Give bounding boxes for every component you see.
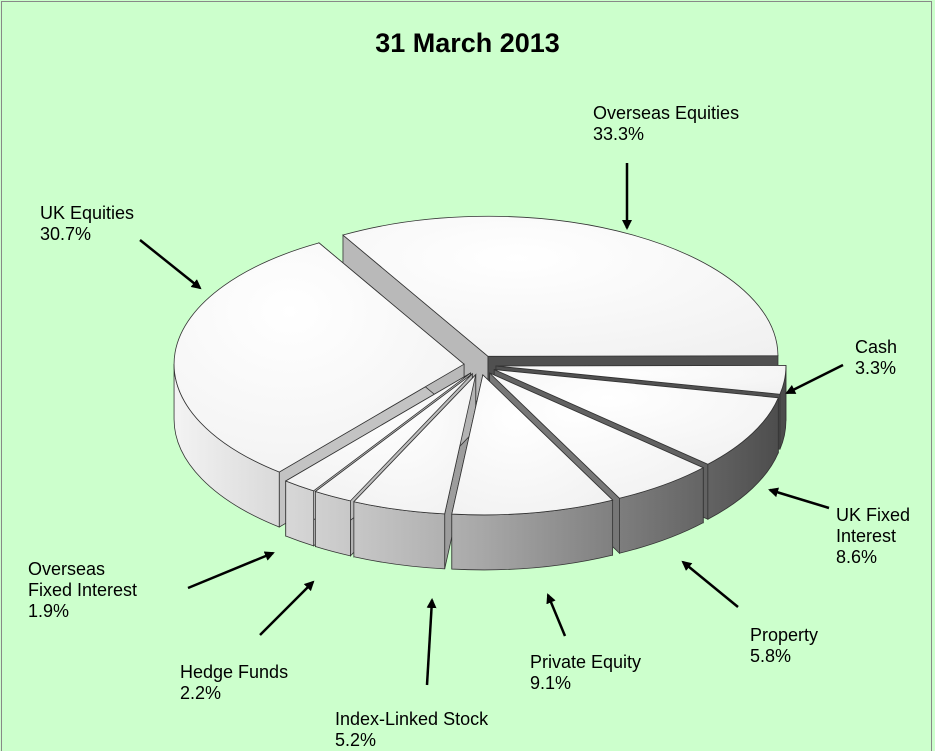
slice-value-label: 2.2% (180, 683, 222, 703)
label-arrow (259, 580, 315, 636)
slice-value-label: 30.7% (40, 224, 92, 244)
slice-label: Private Equity (530, 652, 642, 672)
slice-outer-wall (285, 480, 315, 547)
slice-tops (173, 215, 787, 516)
slice (342, 215, 779, 357)
label-arrow (785, 363, 844, 395)
label-arrow (546, 593, 567, 637)
slice-label: Overseas Equities (593, 103, 740, 123)
chart-title: 31 March 2013 (375, 28, 560, 58)
slice-value-label: 3.3% (855, 358, 897, 378)
slice-label: Index-Linked Stock (335, 709, 489, 729)
label-arrow (187, 551, 275, 590)
slice (284, 372, 471, 492)
label-arrow (139, 239, 202, 290)
slice-label: UK Equities (40, 203, 135, 223)
slice (494, 369, 779, 465)
slice-label: Hedge Funds (180, 662, 289, 682)
slice-value-label: 5.2% (335, 730, 377, 750)
slice (173, 242, 465, 473)
slice (314, 373, 473, 502)
slice-outer-wall (314, 490, 351, 557)
slice (451, 374, 614, 516)
slice-label: Property (750, 625, 819, 645)
slice-value-label: 8.6% (836, 547, 878, 567)
slice (495, 365, 787, 395)
label-arrow (681, 560, 739, 608)
label-arrow (425, 598, 437, 686)
slice-label: Cash (855, 337, 898, 357)
slice-label: Overseas Fixed Interest (28, 559, 138, 600)
slice-value-label: 9.1% (530, 673, 572, 693)
slice-value-label: 1.9% (28, 601, 70, 621)
slice-value-label: 33.3% (593, 124, 645, 144)
slice-label: UK Fixed Interest (836, 505, 911, 546)
label-arrow (768, 487, 830, 510)
slice (353, 373, 477, 515)
slice (489, 372, 705, 499)
slice-value-label: 5.8% (750, 646, 792, 666)
